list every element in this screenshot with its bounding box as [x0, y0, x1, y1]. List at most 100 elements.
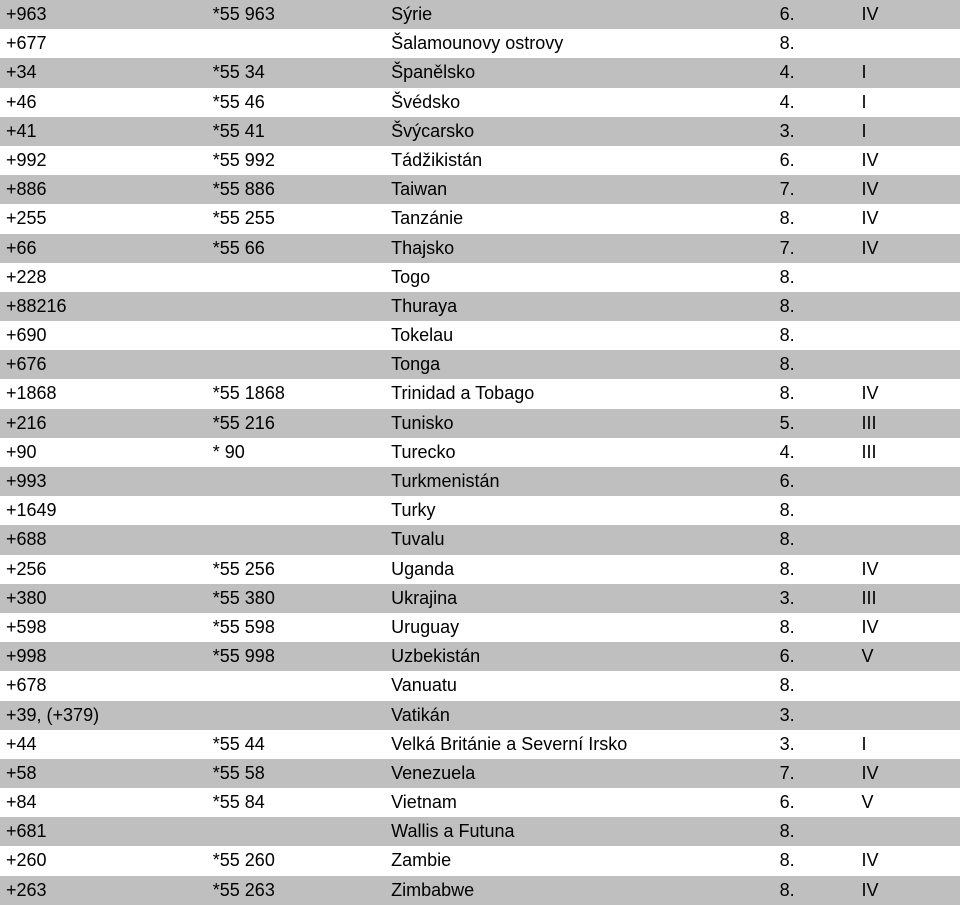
country-cell: Švýcarsko	[385, 117, 774, 146]
num-cell: 8.	[774, 321, 856, 350]
table-row: +380*55 380Ukrajina3.III	[0, 584, 960, 613]
country-cell: Uzbekistán	[385, 642, 774, 671]
star-cell: * 90	[207, 438, 385, 467]
num-cell: 8.	[774, 817, 856, 846]
code-cell: +380	[0, 584, 207, 613]
country-cell: Vietnam	[385, 788, 774, 817]
code-cell: +677	[0, 29, 207, 58]
roman-cell	[855, 817, 960, 846]
table-row: +66*55 66Thajsko7.IV	[0, 234, 960, 263]
num-cell: 8.	[774, 379, 856, 408]
star-cell: *55 34	[207, 58, 385, 87]
table-row: +260*55 260Zambie8.IV	[0, 846, 960, 875]
country-cell: Turky	[385, 496, 774, 525]
roman-cell	[855, 29, 960, 58]
star-cell: *55 216	[207, 409, 385, 438]
table-row: +41*55 41Švýcarsko3.I	[0, 117, 960, 146]
star-cell: *55 46	[207, 88, 385, 117]
country-cell: Tuvalu	[385, 525, 774, 554]
num-cell: 8.	[774, 29, 856, 58]
country-codes-table: +963*55 963Sýrie6.IV+677Šalamounovy ostr…	[0, 0, 960, 905]
num-cell: 6.	[774, 146, 856, 175]
country-cell: Španělsko	[385, 58, 774, 87]
roman-cell	[855, 321, 960, 350]
table-row: +263*55 263Zimbabwe8.IV	[0, 876, 960, 905]
table-row: +677Šalamounovy ostrovy8.	[0, 29, 960, 58]
roman-cell	[855, 525, 960, 554]
star-cell: *55 886	[207, 175, 385, 204]
num-cell: 3.	[774, 584, 856, 613]
code-cell: +678	[0, 671, 207, 700]
roman-cell: IV	[855, 876, 960, 905]
table-row: +39, (+379)Vatikán3.	[0, 701, 960, 730]
table-row: +678 Vanuatu8.	[0, 671, 960, 700]
star-cell	[207, 350, 385, 379]
country-cell: Tokelau	[385, 321, 774, 350]
roman-cell: III	[855, 438, 960, 467]
code-cell: +41	[0, 117, 207, 146]
country-cell: Vatikán	[385, 701, 774, 730]
code-cell: +993	[0, 467, 207, 496]
num-cell: 8.	[774, 204, 856, 233]
roman-cell: IV	[855, 846, 960, 875]
code-cell: +228	[0, 263, 207, 292]
country-cell: Vanuatu	[385, 671, 774, 700]
roman-cell: III	[855, 584, 960, 613]
code-cell: +690	[0, 321, 207, 350]
num-cell: 8.	[774, 292, 856, 321]
table-row: +46*55 46Švédsko4.I	[0, 88, 960, 117]
code-cell: +84	[0, 788, 207, 817]
num-cell: 7.	[774, 234, 856, 263]
star-cell: *55 263	[207, 876, 385, 905]
country-cell: Venezuela	[385, 759, 774, 788]
roman-cell: IV	[855, 204, 960, 233]
star-cell: *55 598	[207, 613, 385, 642]
table-row: +992*55 992Tádžikistán6.IV	[0, 146, 960, 175]
roman-cell: IV	[855, 759, 960, 788]
num-cell: 6.	[774, 467, 856, 496]
num-cell: 6.	[774, 788, 856, 817]
num-cell: 3.	[774, 730, 856, 759]
country-cell: Švédsko	[385, 88, 774, 117]
roman-cell: I	[855, 117, 960, 146]
country-cell: Zambie	[385, 846, 774, 875]
num-cell: 4.	[774, 88, 856, 117]
country-cell: Taiwan	[385, 175, 774, 204]
star-cell	[207, 671, 385, 700]
country-cell: Uganda	[385, 555, 774, 584]
roman-cell: IV	[855, 175, 960, 204]
country-cell: Uruguay	[385, 613, 774, 642]
num-cell: 8.	[774, 525, 856, 554]
star-cell: *55 998	[207, 642, 385, 671]
country-cell: Trinidad a Tobago	[385, 379, 774, 408]
star-cell: *55 1868	[207, 379, 385, 408]
roman-cell: IV	[855, 555, 960, 584]
roman-cell: IV	[855, 146, 960, 175]
num-cell: 8.	[774, 671, 856, 700]
code-cell: +58	[0, 759, 207, 788]
country-cell: Tanzánie	[385, 204, 774, 233]
code-cell: +681	[0, 817, 207, 846]
num-cell: 6.	[774, 0, 856, 29]
table-row: +963*55 963Sýrie6.IV	[0, 0, 960, 29]
country-cell: Tonga	[385, 350, 774, 379]
table-row: +58*55 58Venezuela7.IV	[0, 759, 960, 788]
code-cell: +256	[0, 555, 207, 584]
code-cell: +992	[0, 146, 207, 175]
roman-cell: IV	[855, 613, 960, 642]
roman-cell: III	[855, 409, 960, 438]
num-cell: 6.	[774, 642, 856, 671]
star-cell: *55 84	[207, 788, 385, 817]
country-cell: Thajsko	[385, 234, 774, 263]
num-cell: 8.	[774, 846, 856, 875]
code-cell: +676	[0, 350, 207, 379]
star-cell: *55 380	[207, 584, 385, 613]
table-row: +90* 90Turecko4.III	[0, 438, 960, 467]
code-cell: +1868	[0, 379, 207, 408]
country-cell: Thuraya	[385, 292, 774, 321]
table-row: +34*55 34Španělsko4.I	[0, 58, 960, 87]
code-cell: +886	[0, 175, 207, 204]
table-row: +598*55 598Uruguay8.IV	[0, 613, 960, 642]
country-cell: Togo	[385, 263, 774, 292]
star-cell: *55 58	[207, 759, 385, 788]
